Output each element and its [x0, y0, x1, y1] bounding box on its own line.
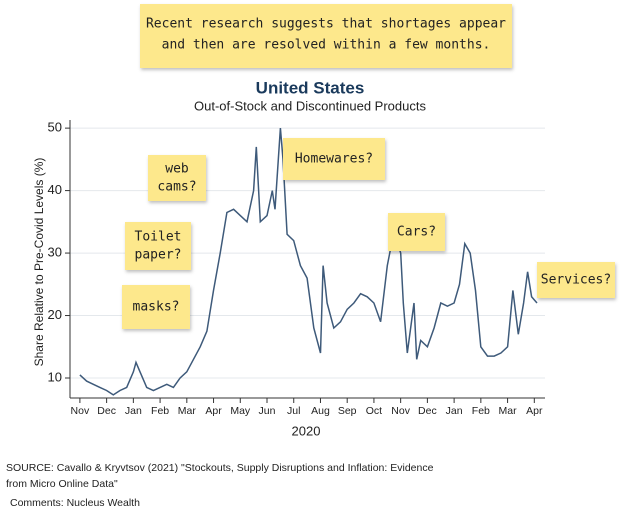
y-axis-label: Share Relative to Pre-Covid Levels (%): [32, 158, 46, 367]
annotation-box: [283, 138, 385, 180]
x-tick-label: Sep: [338, 405, 357, 417]
x-tick-label: Apr: [205, 405, 222, 417]
annotation-box: [122, 285, 190, 329]
x-tick-label: Dec: [418, 405, 437, 417]
chart-subtitle: Out-of-Stock and Discontinued Products: [194, 98, 426, 113]
annotation-text: cams?: [157, 180, 196, 195]
annotation-text: web: [165, 162, 189, 177]
x-tick-label: May: [230, 405, 251, 417]
x-tick-label: Feb: [472, 405, 490, 417]
y-tick-label: 10: [48, 369, 62, 384]
x-tick-label: Mar: [499, 405, 518, 417]
y-tick-label: 40: [48, 182, 62, 197]
x-tick-label: Apr: [526, 405, 543, 417]
note-text: Recent research suggests that shortages …: [146, 17, 506, 32]
x-tick-label: Aug: [311, 405, 330, 417]
data-line: [79, 128, 538, 396]
annotation-box: [388, 213, 445, 251]
y-tick-label: 30: [48, 245, 62, 260]
x-tick-label: Jan: [125, 405, 142, 417]
x-tick-label: Jul: [287, 405, 300, 417]
note-text: and then are resolved within a few month…: [162, 38, 491, 53]
annotation-text: Services?: [541, 273, 611, 288]
annotation-text: Homewares?: [295, 152, 373, 167]
source: from Micro Online Data": [6, 478, 118, 490]
x-tick-label: Nov: [71, 405, 90, 417]
comments: Comments: Nucleus Wealth: [10, 497, 140, 509]
chart-title: United States: [256, 78, 365, 97]
x-tick-label: Feb: [151, 405, 169, 417]
x-tick-label: Jun: [259, 405, 276, 417]
annotation-box: [125, 222, 191, 270]
annotation-text: masks?: [133, 300, 180, 315]
x-tick-label: Dec: [97, 405, 116, 417]
x-tick-label: Mar: [178, 405, 197, 417]
source: SOURCE: Cavallo & Kryvtsov (2021) "Stock…: [6, 462, 434, 474]
annotation-text: Toilet: [135, 230, 182, 245]
annotation-text: Cars?: [397, 225, 436, 240]
y-tick-label: 20: [48, 307, 62, 322]
y-tick-label: 50: [48, 120, 62, 135]
note-box: [140, 4, 512, 68]
annotation-box: [537, 262, 615, 298]
annotation-text: paper?: [135, 248, 182, 263]
x-tick-label: Jan: [446, 405, 463, 417]
annotation-box: [148, 155, 206, 201]
x-tick-label: Oct: [366, 405, 382, 417]
x-axis-label: 2020: [292, 423, 321, 438]
x-tick-label: Nov: [391, 405, 410, 417]
